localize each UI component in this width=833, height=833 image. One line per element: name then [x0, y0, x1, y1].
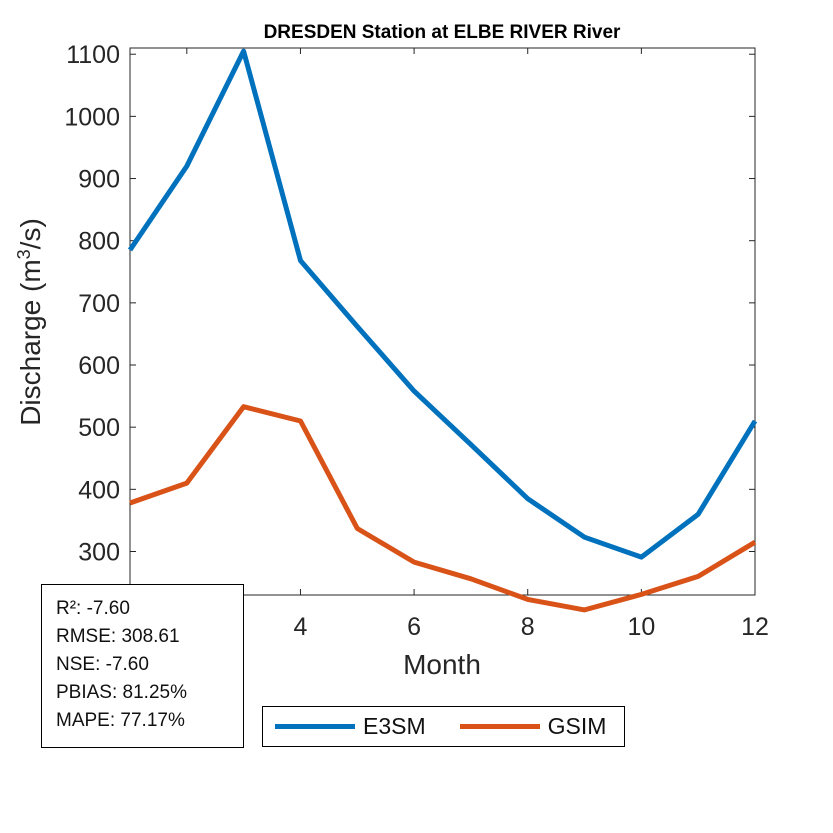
series-line-e3sm — [127, 48, 758, 560]
stat-pbias: PBIAS: 81.25% — [56, 682, 187, 703]
x-axis-label: Month — [403, 649, 481, 680]
legend-item-gsim: GSIM — [448, 713, 607, 740]
statistics-box: R²: -7.60 RMSE: 308.61 NSE: -7.60 PBIAS:… — [41, 584, 244, 748]
x-tick-label: 10 — [627, 613, 655, 641]
series-line-gsim — [129, 404, 757, 613]
y-axis-label: Discharge (m3/s) — [14, 218, 46, 426]
series-lines — [127, 48, 758, 613]
stat-nse: NSE: -7.60 — [56, 654, 149, 675]
legend-swatch-e3sm — [275, 724, 355, 729]
y-tick-label: 800 — [78, 228, 120, 256]
x-axis: 24681012 — [180, 48, 769, 641]
legend-label-gsim: GSIM — [547, 713, 607, 739]
y-tick-label: 400 — [78, 476, 120, 504]
stat-rmse: RMSE: 308.61 — [56, 626, 180, 647]
stat-mape: MAPE: 77.17% — [56, 710, 185, 731]
y-tick-label: 600 — [78, 352, 120, 380]
chart-title: DRESDEN Station at ELBE RIVER River — [264, 22, 621, 43]
x-tick-label: 12 — [741, 613, 769, 641]
legend-swatch-gsim — [459, 724, 540, 729]
y-tick-label: 300 — [78, 538, 120, 566]
legend: E3SM GSIM — [262, 706, 625, 747]
y-tick-label: 900 — [78, 166, 120, 194]
x-tick-label: 4 — [294, 613, 308, 641]
plot-area — [129, 47, 756, 596]
y-tick-label: 1000 — [64, 103, 120, 131]
legend-item-e3sm: E3SM — [263, 713, 426, 740]
x-tick-label: 6 — [407, 613, 421, 641]
y-tick-label: 700 — [78, 290, 120, 318]
x-tick-label: 8 — [521, 613, 535, 641]
y-tick-label: 1100 — [66, 41, 120, 69]
stat-r2: R²: -7.60 — [56, 598, 130, 619]
y-tick-label: 500 — [78, 414, 120, 442]
y-axis: 300 400 500 600 700 800 900 1000 1100 — [64, 41, 755, 566]
legend-label-e3sm: E3SM — [363, 713, 426, 739]
